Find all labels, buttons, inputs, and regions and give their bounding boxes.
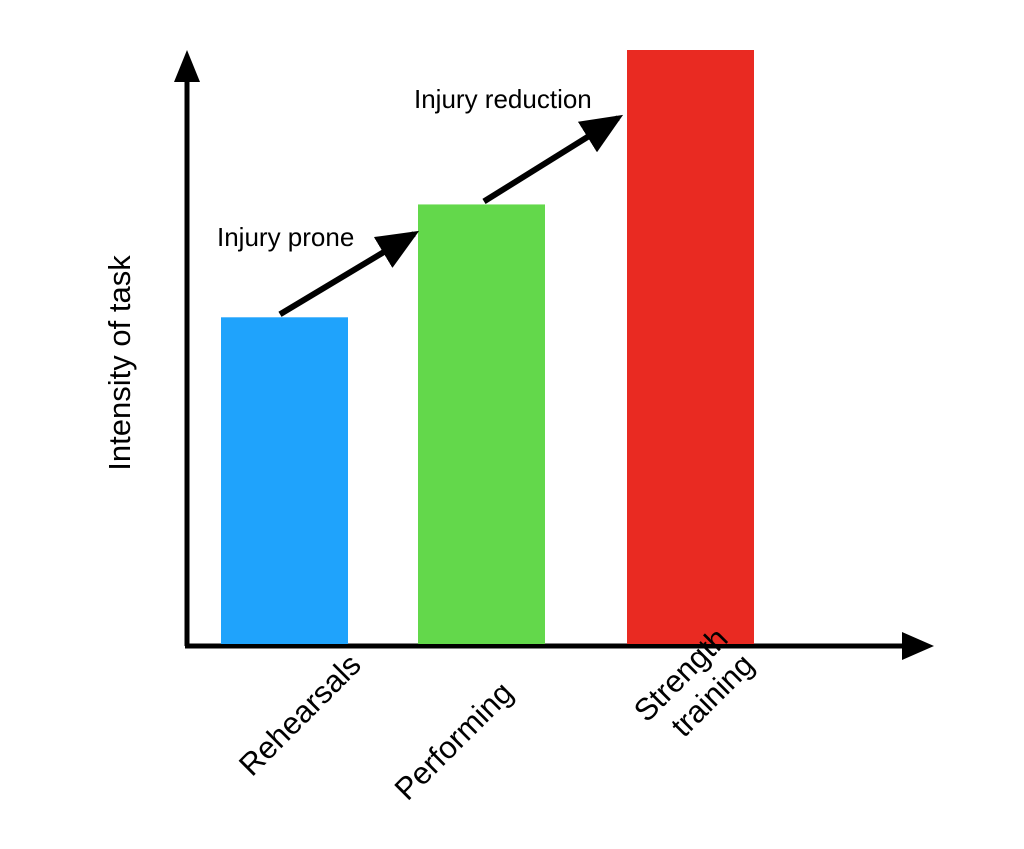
annotation-arrow-2 (482, 114, 624, 204)
x-axis-arrowhead (902, 632, 934, 660)
y-axis-arrowhead (174, 50, 200, 82)
x-tick-label-rehearsals: Rehearsals (232, 647, 368, 783)
annotation-label-1: Injury prone (217, 222, 354, 252)
annotations-layer: Injury prone Injury reduction (217, 84, 624, 317)
bar-performing (418, 204, 545, 644)
y-axis-label: Intensity of task (102, 255, 137, 471)
bars-layer (221, 50, 754, 644)
annotation-label-2: Injury reduction (414, 84, 592, 114)
bar-strength-training (627, 50, 754, 644)
x-tick-label-performing: Performing (388, 675, 520, 807)
annotation-arrow-1 (278, 230, 420, 317)
bar-rehearsals (221, 317, 348, 644)
